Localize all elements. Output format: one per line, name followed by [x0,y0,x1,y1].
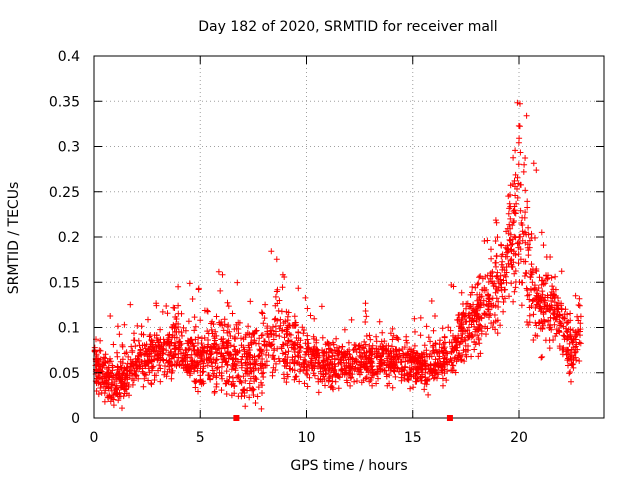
y-tick-label: 0.25 [49,185,80,201]
gap-marker [446,415,453,421]
y-tick-label: 0.3 [58,140,80,156]
y-axis-label: SRMTID / TECUs [6,182,22,295]
x-tick-label: 5 [196,430,205,446]
y-tick-label: 0.1 [58,321,80,337]
x-axis-label: GPS time / hours [290,458,407,474]
x-tick-label: 0 [90,430,99,446]
scatter-markers [91,99,584,412]
y-tick-label: 0.2 [58,230,80,246]
y-tick-label: 0.15 [49,275,80,291]
gap-marker [233,415,240,421]
y-tick-label: 0.35 [49,94,80,110]
x-tick-label: 10 [298,430,316,446]
y-tick-label: 0.05 [49,366,80,382]
x-tick-label: 20 [510,430,528,446]
y-tick-label: 0.4 [58,49,80,65]
y-tick-label: 0 [71,411,80,427]
x-tick-label: 15 [404,430,422,446]
gap-markers [233,415,453,421]
axes: 0 0.05 0.1 0.15 0.2 0.25 0.3 0.35 0.4 0 5 10 15 20 [49,49,604,446]
data-points [91,99,584,412]
chart-title: Day 182 of 2020, SRMTID for receiver mal… [198,19,497,35]
